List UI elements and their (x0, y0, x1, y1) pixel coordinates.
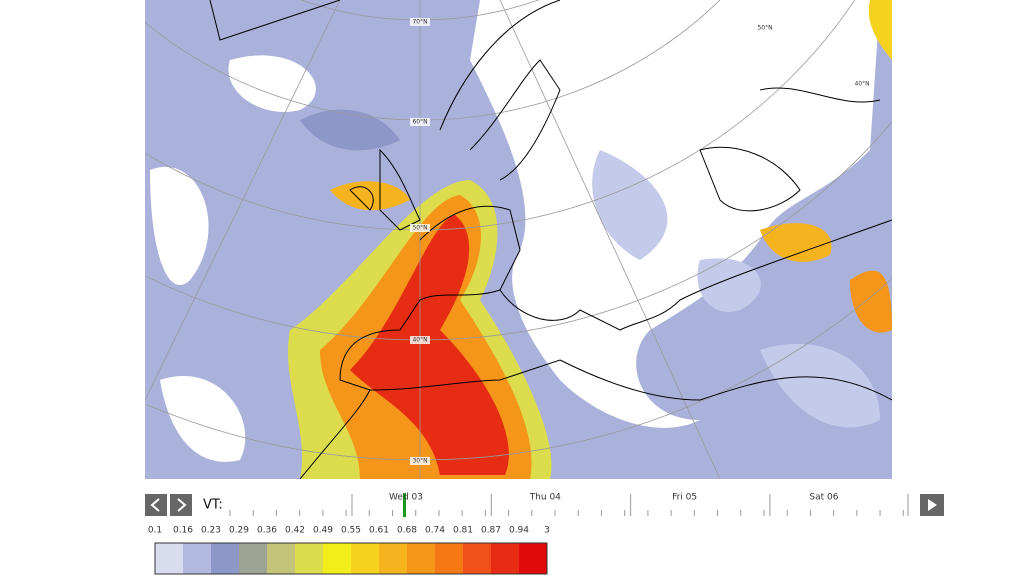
legend-swatch (267, 543, 295, 574)
legend-value: 0.49 (313, 526, 333, 536)
legend-value: 0.81 (453, 526, 473, 536)
current-time-marker[interactable] (403, 493, 406, 517)
label-bg (410, 224, 430, 232)
latitude-label: 50°N (412, 225, 427, 232)
legend-swatch (155, 543, 183, 574)
prev-button[interactable] (145, 494, 167, 516)
legend-value: 0.87 (481, 526, 501, 536)
label-bg (852, 80, 872, 88)
label-bg (410, 457, 430, 465)
legend-swatch (211, 543, 239, 574)
latitude-label: 40°N (854, 81, 869, 88)
legend-value: 0.29 (229, 526, 249, 536)
legend-swatch (183, 543, 211, 574)
day-label: Wed 03 (389, 493, 423, 503)
legend-swatch (407, 543, 435, 574)
legend-value: 0.23 (201, 526, 221, 536)
latitude-label: 40°N (412, 337, 427, 344)
latitude-label: 70°N (412, 19, 427, 26)
next-button[interactable] (170, 494, 192, 516)
legend-value: 0.16 (173, 526, 193, 536)
label-bg (410, 18, 430, 26)
latitude-label: 50°N (757, 25, 772, 32)
legend-swatch (463, 543, 491, 574)
legend-swatch (519, 543, 547, 574)
legend-value: 3 (544, 526, 550, 536)
legend-value: 0.68 (397, 526, 417, 536)
label-bg (410, 336, 430, 344)
legend: 0.1 0.16 0.23 0.29 0.36 0.42 0.49 0.55 0.61 0.68 0… (148, 526, 550, 575)
timeline: VT: (145, 493, 944, 517)
legend-value: 0.94 (509, 526, 529, 536)
latitude-label: 30°N (412, 458, 427, 465)
legend-value: 0.61 (369, 526, 389, 536)
legend-value: 0.74 (425, 526, 445, 536)
legend-swatch (351, 543, 379, 574)
legend-border (154, 542, 548, 575)
legend-value: 0.1 (148, 526, 162, 536)
legend-swatch (491, 543, 519, 574)
label-bg (755, 24, 775, 32)
label-bg (410, 118, 430, 126)
day-label: Sat 06 (809, 493, 838, 503)
vt-label: VT: (203, 498, 223, 513)
legend-value: 0.36 (257, 526, 277, 536)
legend-value: 0.55 (341, 526, 361, 536)
legend-swatch (435, 543, 463, 574)
latitude-label: 60°N (412, 119, 427, 126)
day-label: Fri 05 (672, 493, 697, 503)
day-label: Thu 04 (529, 493, 561, 503)
map: 70°N 60°N 50°N 40°N 30°N 50°N 40°N (145, 0, 892, 479)
legend-swatch (379, 543, 407, 574)
legend-swatch (239, 543, 267, 574)
legend-value: 0.42 (285, 526, 305, 536)
legend-swatch (295, 543, 323, 574)
legend-swatch (323, 543, 351, 574)
